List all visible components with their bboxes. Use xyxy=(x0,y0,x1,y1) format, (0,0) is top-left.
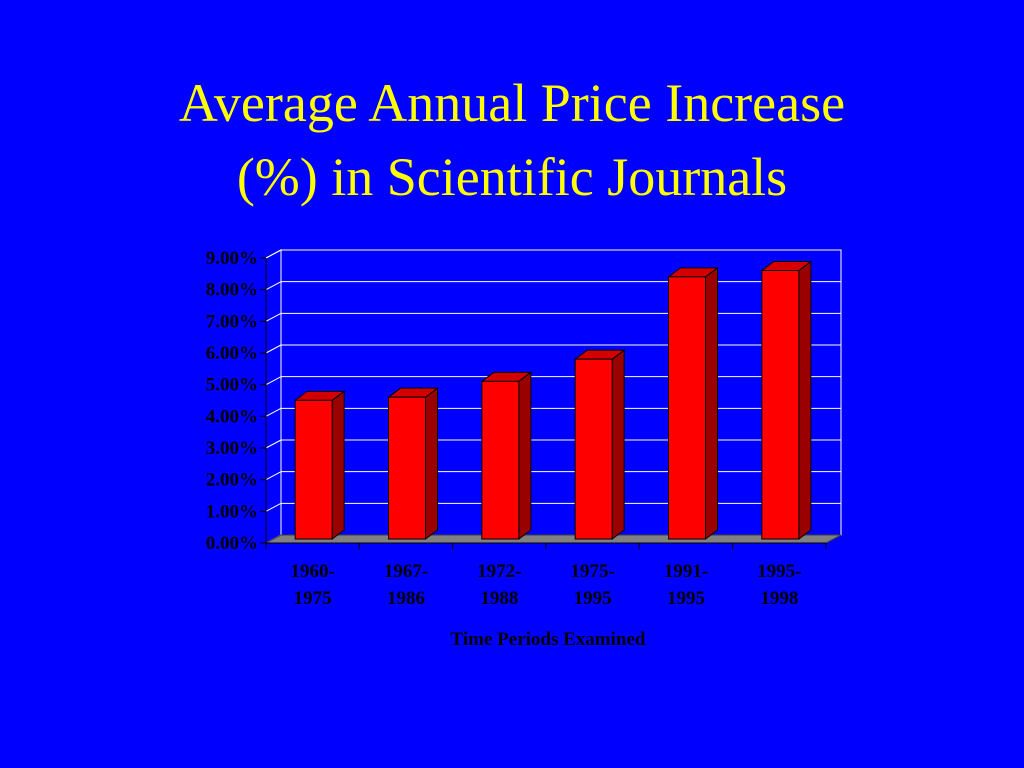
title-line-2: (%) in Scientific Journals xyxy=(236,147,788,207)
bar xyxy=(573,349,626,540)
floor-surface xyxy=(265,534,842,544)
bar xyxy=(387,387,439,540)
bar-side xyxy=(425,387,438,540)
bar xyxy=(480,371,533,540)
bar xyxy=(760,260,813,540)
side-wall xyxy=(265,249,282,544)
gridline-depth xyxy=(265,376,282,386)
y-tick-label: 1.00% xyxy=(206,501,258,522)
bar-side xyxy=(611,349,625,540)
y-tick-label: 9.00% xyxy=(206,248,258,269)
gridline-depth xyxy=(265,249,282,259)
bars xyxy=(293,260,813,540)
y-tick-label: 5.00% xyxy=(206,375,258,396)
x-tick-label-line: 1967- xyxy=(384,561,428,582)
x-tick-label-line: 1998 xyxy=(760,588,798,609)
x-tick-label-line: 1975 xyxy=(294,588,332,609)
gridline-depth xyxy=(265,281,282,291)
bar-side xyxy=(705,266,718,540)
x-tick-label-line: 1991- xyxy=(664,561,708,582)
title-line-1: Average Annual Price Increase xyxy=(178,73,846,133)
x-tick-label-line: 1975- xyxy=(571,561,615,582)
x-tick-label-line: 1988 xyxy=(480,588,518,609)
y-tick-label: 3.00% xyxy=(206,438,258,459)
y-tick-label: 2.00% xyxy=(206,470,258,491)
x-tick-label: 1991- 1995 xyxy=(664,561,708,609)
x-tick-label-line: 1986 xyxy=(387,588,425,609)
x-tick-label-line: 1960- xyxy=(291,561,335,582)
plot-area xyxy=(265,249,842,544)
gridline-depth xyxy=(265,312,282,322)
back-wall xyxy=(280,249,842,536)
bar-side xyxy=(518,371,532,540)
x-axis-title: Time Periods Examined xyxy=(451,629,646,650)
x-tick-label-line: 1995 xyxy=(667,588,705,609)
y-tick-label: 4.00% xyxy=(206,406,258,427)
gridlines xyxy=(265,249,841,512)
y-tick-label: 0.00% xyxy=(206,533,258,554)
bar xyxy=(667,266,719,540)
y-tick-label: 8.00% xyxy=(206,280,258,301)
bar-front xyxy=(574,358,613,540)
gridline-depth xyxy=(265,502,282,512)
bar-front xyxy=(761,270,800,540)
bar-front xyxy=(294,399,333,540)
x-axis: 1960-19751967-19861972-19881975-19951991… xyxy=(265,542,827,609)
bar-side xyxy=(798,260,812,540)
x-tick-label: 1967- 1986 xyxy=(384,561,428,609)
bar-side xyxy=(331,390,345,540)
gridline-depth xyxy=(265,407,282,417)
bar-front xyxy=(481,380,520,540)
bar xyxy=(293,390,346,540)
x-tick-label: 1972- 1988 xyxy=(477,561,521,609)
y-axis: 0.00% 1.00% 2.00% 3.00% 4.00% 5.00% 6.00% 7.00%… xyxy=(206,248,267,554)
x-tick-label: 1960- 1975 xyxy=(291,561,335,609)
gridline-depth xyxy=(265,471,282,481)
bar-front xyxy=(668,276,706,540)
slide-title: Average Annual Price Increase (%) in Sci… xyxy=(0,66,1024,214)
chart-floor xyxy=(265,534,842,544)
x-tick-label-line: 1995 xyxy=(574,588,612,609)
x-tick-label: 1975- 1995 xyxy=(571,561,615,609)
gridline-depth xyxy=(265,439,282,449)
x-tick-label: 1995- 1998 xyxy=(757,561,801,609)
bar-front xyxy=(388,396,426,540)
y-tick-label: 7.00% xyxy=(206,311,258,332)
y-tick-label: 6.00% xyxy=(206,343,258,364)
x-tick-label-line: 1995- xyxy=(757,561,801,582)
x-tick-label-line: 1972- xyxy=(477,561,521,582)
gridline-depth xyxy=(265,344,282,354)
